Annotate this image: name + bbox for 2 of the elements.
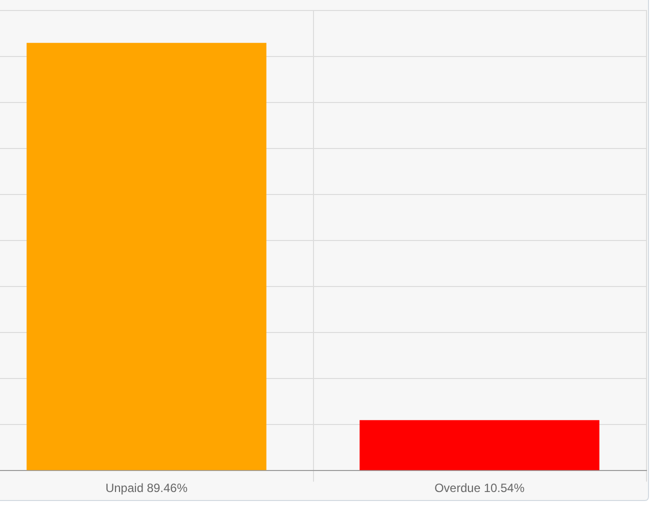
x-tick-label: Unpaid 89.46% xyxy=(105,481,188,496)
x-tick-label: Overdue 10.54% xyxy=(434,481,525,496)
